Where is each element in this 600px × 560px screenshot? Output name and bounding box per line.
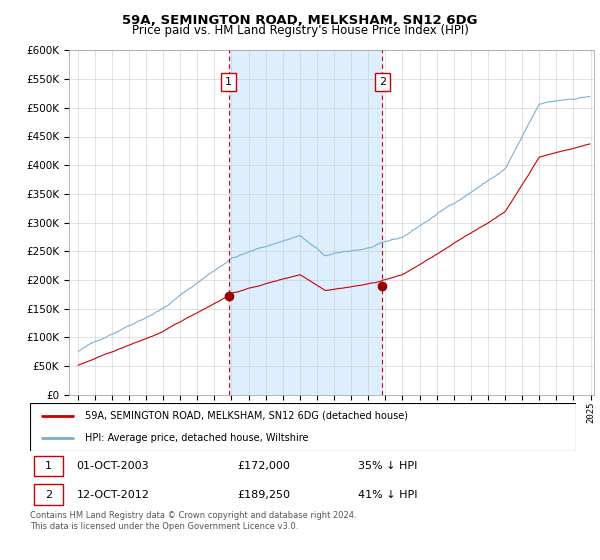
Text: 1: 1 — [45, 461, 52, 471]
Text: HPI: Average price, detached house, Wiltshire: HPI: Average price, detached house, Wilt… — [85, 433, 308, 444]
Text: 59A, SEMINGTON ROAD, MELKSHAM, SN12 6DG (detached house): 59A, SEMINGTON ROAD, MELKSHAM, SN12 6DG … — [85, 410, 407, 421]
Text: Contains HM Land Registry data © Crown copyright and database right 2024.
This d: Contains HM Land Registry data © Crown c… — [30, 511, 356, 531]
Text: 2: 2 — [379, 77, 386, 87]
Bar — [34, 484, 63, 505]
Text: Price paid vs. HM Land Registry's House Price Index (HPI): Price paid vs. HM Land Registry's House … — [131, 24, 469, 37]
Text: £172,000: £172,000 — [238, 461, 290, 471]
Bar — [229, 50, 382, 395]
Text: 41% ↓ HPI: 41% ↓ HPI — [358, 489, 417, 500]
Text: 59A, SEMINGTON ROAD, MELKSHAM, SN12 6DG: 59A, SEMINGTON ROAD, MELKSHAM, SN12 6DG — [122, 14, 478, 27]
Text: 12-OCT-2012: 12-OCT-2012 — [76, 489, 149, 500]
Text: 1: 1 — [225, 77, 232, 87]
Text: 35% ↓ HPI: 35% ↓ HPI — [358, 461, 417, 471]
Text: 01-OCT-2003: 01-OCT-2003 — [76, 461, 149, 471]
Text: £189,250: £189,250 — [238, 489, 290, 500]
Text: 2: 2 — [45, 489, 52, 500]
Bar — [34, 456, 63, 476]
